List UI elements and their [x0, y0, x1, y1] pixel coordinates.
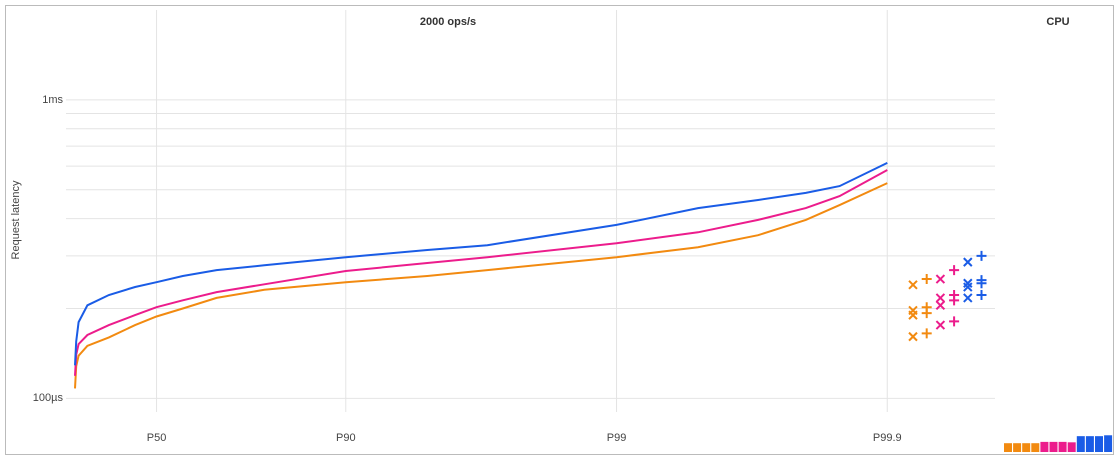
plus-marker [921, 328, 932, 339]
cross-marker [935, 300, 946, 310]
cross-marker [963, 278, 973, 288]
cpu-bar [1067, 442, 1076, 452]
cpu-title: CPU [1046, 16, 1069, 28]
plus-marker [949, 316, 960, 327]
series-line [74, 169, 888, 376]
cross-marker [908, 280, 918, 290]
chart-border [5, 5, 1114, 455]
plus-marker [921, 274, 932, 285]
cross-marker [908, 331, 918, 342]
cross-marker [935, 320, 946, 330]
cpu-bar [1095, 436, 1103, 452]
chart-title: 2000 ops/s [420, 16, 476, 28]
x-tick-label: P99.9 [873, 432, 902, 444]
series-line [74, 182, 888, 389]
cpu-bar [1104, 435, 1113, 452]
cross-marker [935, 293, 946, 303]
cross-marker [935, 274, 946, 284]
cross-marker [908, 310, 918, 320]
cross-marker [963, 282, 973, 292]
x-tick-label: P90 [336, 432, 356, 444]
y-tick-label: 100µs [33, 392, 64, 404]
cross-marker [963, 257, 973, 267]
cross-marker [963, 293, 973, 303]
cpu-bar [1076, 436, 1085, 452]
plus-marker [921, 308, 932, 319]
cpu-bar [1049, 441, 1058, 452]
plus-marker [976, 278, 987, 289]
cpu-bar [1031, 443, 1040, 452]
cpu-bar [1058, 441, 1067, 452]
plus-marker [976, 250, 987, 261]
cpu-bar [1022, 443, 1031, 452]
y-tick-label: 1ms [42, 94, 63, 106]
y-axis-label: Request latency [10, 180, 22, 259]
x-tick-label: P50 [147, 432, 167, 444]
plus-marker [976, 289, 987, 300]
cpu-bar [1013, 443, 1022, 452]
cpu-bar [1085, 436, 1094, 452]
x-tick-label: P99 [607, 432, 627, 444]
plus-marker [949, 265, 960, 276]
plus-marker [949, 295, 960, 306]
cpu-bar [1004, 443, 1012, 452]
series-line [74, 162, 888, 366]
cpu-bar [1040, 441, 1049, 452]
